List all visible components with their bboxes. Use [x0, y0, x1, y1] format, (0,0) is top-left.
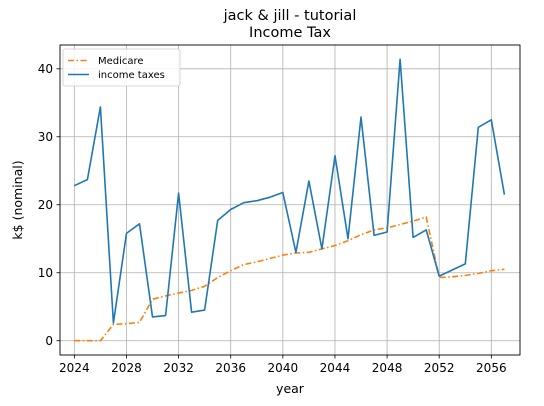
y-tick-label: 40	[38, 62, 53, 76]
x-tick-label: 2048	[372, 361, 403, 375]
x-tick-label: 2044	[320, 361, 351, 375]
plot-frame	[59, 44, 521, 356]
y-tick-label: 0	[45, 334, 53, 348]
x-tick-label: 2040	[268, 361, 299, 375]
grid	[60, 45, 520, 355]
x-axis: 2024 2028 2032 2036 2040 2044 2048 2052 2056	[59, 355, 507, 375]
x-tick-label: 2028	[111, 361, 142, 375]
x-axis-label: year	[276, 381, 305, 396]
y-tick-label: 30	[38, 130, 53, 144]
x-tick-label: 2052	[424, 361, 455, 375]
series-line-medicare	[74, 216, 505, 342]
chart-subtitle: Income Tax	[249, 25, 331, 41]
legend-label-medicare: Medicare	[98, 56, 144, 67]
legend: Medicare income taxes	[62, 48, 181, 87]
y-tick-label: 20	[38, 198, 53, 212]
series-layer	[73, 58, 506, 342]
x-tick-label: 2056	[476, 361, 507, 375]
y-axis: 0 10 20 30 40	[38, 62, 60, 348]
x-tick-label: 2036	[215, 361, 246, 375]
y-axis-label: k$ (nominal)	[10, 160, 25, 239]
legend-box	[62, 48, 181, 87]
x-tick-label: 2032	[163, 361, 194, 375]
series-line-income-taxes	[73, 58, 506, 324]
legend-label-income-taxes: income taxes	[98, 70, 165, 81]
chart-title: jack & jill - tutorial	[223, 8, 357, 24]
y-tick-label: 10	[38, 266, 53, 280]
x-tick-label: 2024	[59, 361, 90, 375]
